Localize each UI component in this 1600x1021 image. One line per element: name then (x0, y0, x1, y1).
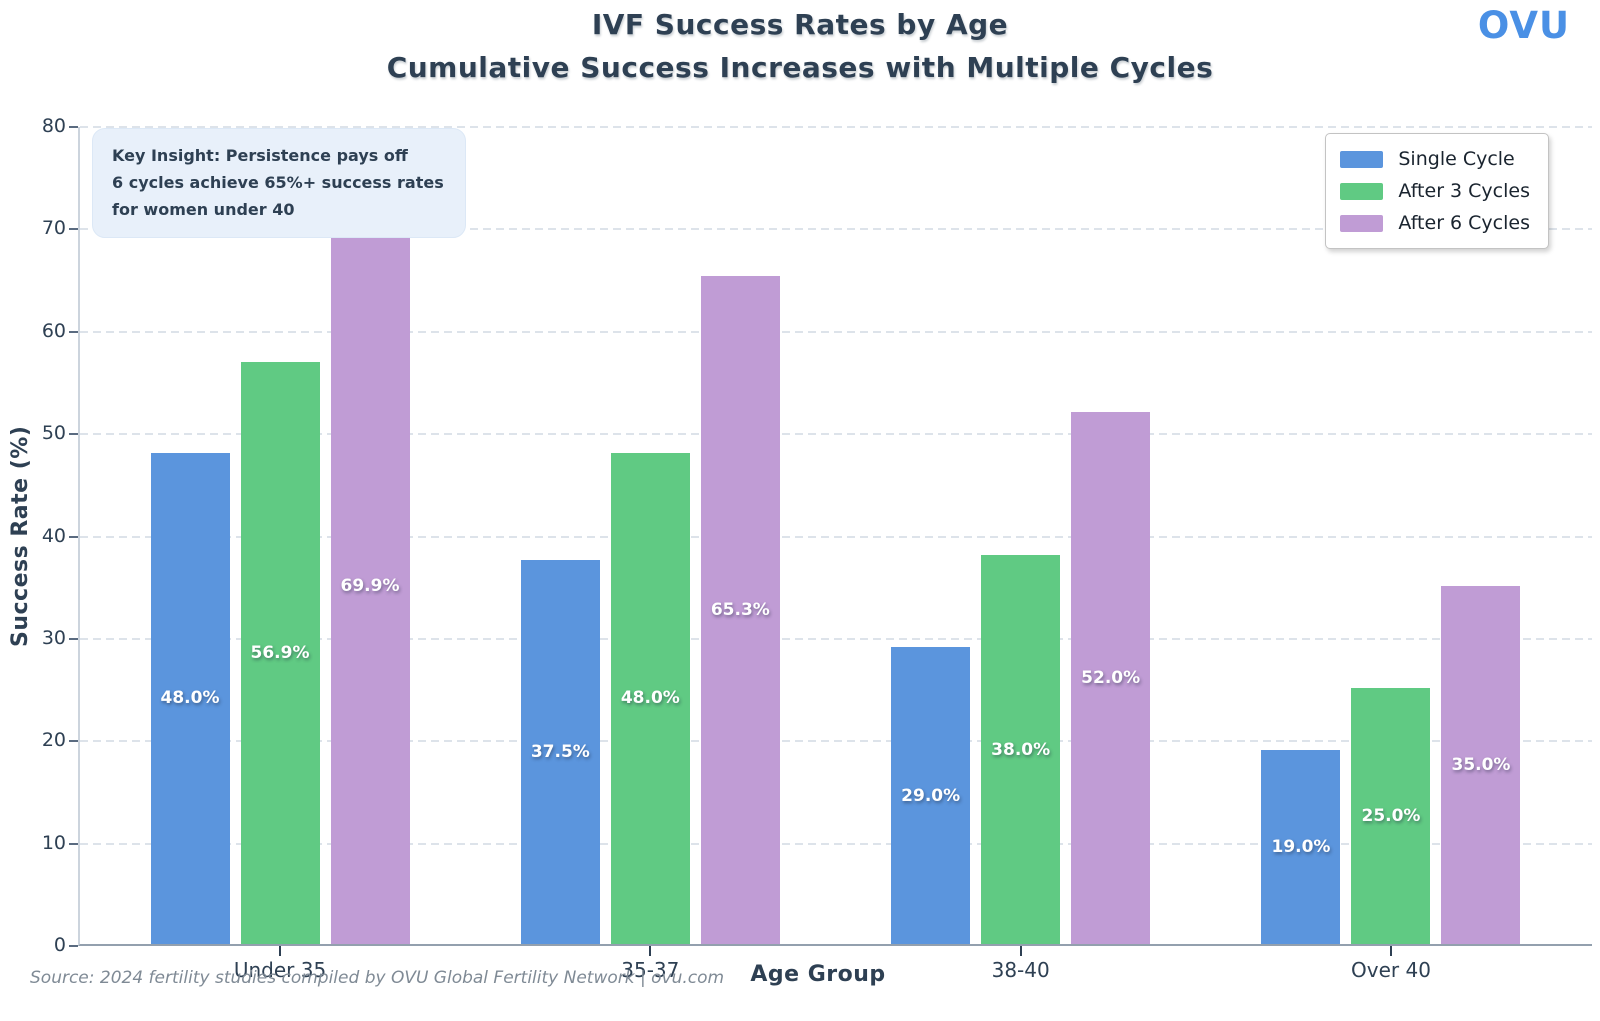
bar-value-label: 48.0% (620, 688, 680, 709)
chart-title: IVF Success Rates by Age (591, 8, 1009, 41)
y-tick-mark (69, 740, 78, 743)
insight-line-3: for women under 40 (112, 200, 295, 219)
gridline (80, 433, 1592, 436)
legend-swatch (1340, 150, 1384, 168)
bar: 52.0% (1071, 411, 1151, 944)
insight-line-1: Key Insight: Persistence pays off (112, 146, 408, 165)
bar: 56.9% (240, 361, 320, 944)
bar: 19.0% (1261, 749, 1341, 944)
y-tick-mark (69, 945, 78, 947)
x-tick-label: 38-40 (991, 958, 1050, 982)
bar-group: 19.0% 25.0% 35.0% (1261, 127, 1521, 944)
y-tick-label: 10 (41, 831, 66, 854)
bar-value-label: 56.9% (250, 642, 310, 663)
y-tick-mark (69, 433, 78, 436)
bar-value-label: 52.0% (1081, 667, 1141, 688)
legend-label: Single Cycle (1398, 148, 1515, 170)
x-tick-mark (1389, 946, 1392, 956)
bar: 69.9% (330, 228, 410, 944)
legend-swatch (1340, 182, 1384, 200)
bar-value-label: 65.3% (710, 599, 770, 620)
x-tick-label: 35-37 (621, 958, 680, 982)
y-tick-label: 0 (53, 934, 66, 956)
x-tick-label: Over 40 (1351, 958, 1431, 982)
y-tick-label: 60 (41, 319, 66, 342)
y-tick-mark (69, 535, 78, 538)
bar: 25.0% (1351, 688, 1431, 944)
y-tick-mark (69, 330, 78, 333)
bar: 29.0% (891, 647, 971, 944)
x-tick-mark (1019, 946, 1022, 956)
bar: 37.5% (520, 560, 600, 944)
bar-value-label: 35.0% (1451, 754, 1511, 775)
bar-value-label: 37.5% (530, 742, 590, 763)
gridline (80, 228, 1592, 231)
bar-value-label: 29.0% (901, 785, 961, 806)
insight-line-2: 6 cycles achieve 65%+ success rates (112, 173, 444, 192)
bar: 38.0% (981, 554, 1061, 944)
gridline (80, 740, 1592, 743)
y-tick-label: 80 (41, 115, 66, 137)
bar: 65.3% (700, 275, 780, 944)
y-tick-label: 50 (41, 422, 66, 445)
x-tick-label: Under 35 (233, 958, 327, 982)
legend-item: After 6 Cycles (1338, 207, 1532, 239)
bar-value-label: 19.0% (1271, 836, 1331, 857)
y-tick-label: 30 (41, 626, 66, 649)
source-note: Source: 2024 fertility studies compiled … (30, 968, 725, 988)
x-tick-mark (279, 946, 281, 956)
bar-value-label: 25.0% (1361, 806, 1421, 827)
bar: 48.0% (150, 452, 230, 944)
legend-label: After 3 Cycles (1398, 180, 1530, 202)
gridline (80, 842, 1592, 845)
bar: 48.0% (610, 452, 690, 944)
y-tick-label: 20 (41, 729, 66, 752)
y-tick-mark (69, 228, 78, 231)
bar: 35.0% (1441, 585, 1521, 944)
legend-item: After 3 Cycles (1338, 175, 1532, 207)
y-tick-label: 70 (41, 217, 66, 240)
key-insight-box: Key Insight: Persistence pays off 6 cycl… (92, 128, 466, 238)
y-tick-label: 40 (41, 524, 66, 547)
gridline (80, 126, 1592, 128)
gridline (80, 535, 1592, 538)
y-tick-mark (69, 126, 78, 128)
legend-label: After 6 Cycles (1398, 212, 1530, 234)
bar-group: 37.5% 48.0% 65.3% (520, 127, 780, 944)
x-axis-title: Age Group (750, 962, 886, 987)
y-tick-mark (69, 637, 78, 640)
x-tick-mark (649, 946, 652, 956)
bar-group: 48.0% 56.9% 69.9% (150, 127, 410, 944)
y-tick-mark (69, 842, 78, 845)
legend-item: Single Cycle (1338, 143, 1532, 175)
plot-area: 0 10 20 30 40 50 60 70 80 48.0% 56.9% 69.9% Under 35… (42, 115, 1592, 982)
bar-value-label: 69.9% (340, 576, 400, 597)
bar-group: 29.0% 38.0% 52.0% (891, 127, 1151, 944)
bar-value-label: 48.0% (160, 688, 220, 709)
legend: Single Cycle After 3 Cycles After 6 Cycles (1325, 133, 1549, 249)
gridline (80, 637, 1592, 640)
chart-subtitle: Cumulative Success Increases with Multip… (386, 51, 1214, 84)
bar-value-label: 38.0% (991, 739, 1051, 760)
ovu-logo: OVU (1477, 4, 1570, 47)
gridline (80, 330, 1592, 333)
legend-swatch (1340, 214, 1384, 232)
